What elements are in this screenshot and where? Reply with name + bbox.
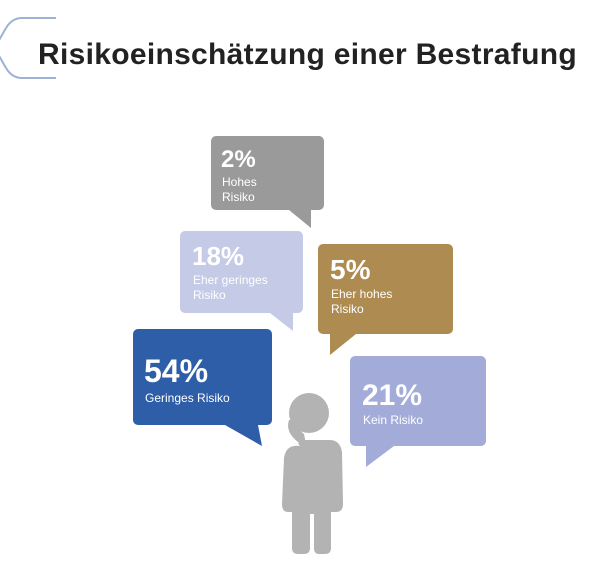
bubble-tail xyxy=(289,210,311,228)
bubble-tail xyxy=(225,425,262,446)
chart-title: Risikoeinschätzung einer Bestrafung xyxy=(38,38,577,71)
category-label: Eher hohes xyxy=(331,287,392,301)
value-label: 54% xyxy=(144,353,208,389)
category-label: Risiko xyxy=(222,190,255,204)
bubble-box xyxy=(180,231,303,313)
value-label: 2% xyxy=(221,146,256,173)
person-figure xyxy=(282,393,343,554)
bubble-box xyxy=(133,329,272,425)
bubble-tail xyxy=(330,334,356,355)
bubble-box xyxy=(211,136,324,210)
bubble-kein-risiko: 21%Kein Risiko xyxy=(350,356,486,467)
value-label: 18% xyxy=(192,241,244,271)
title-decoration xyxy=(0,17,56,79)
bubble-geringes-risiko: 54% Geringes Risiko xyxy=(133,329,272,446)
bubble-box xyxy=(350,356,486,446)
bubble-tail xyxy=(366,446,394,467)
category-label: Risiko xyxy=(193,288,226,302)
title-bracket xyxy=(0,17,56,79)
bubble-box xyxy=(318,244,453,334)
category-label: Risiko xyxy=(331,302,364,316)
bubble-tail xyxy=(270,313,293,331)
category-label: Hohes xyxy=(222,175,257,189)
value-label: 5% xyxy=(330,254,371,285)
category-label: Geringes Risiko xyxy=(145,391,230,405)
category-label: Eher geringes xyxy=(193,273,268,287)
category-label: Kein Risiko xyxy=(363,413,423,427)
value-label: 21% xyxy=(362,379,422,412)
